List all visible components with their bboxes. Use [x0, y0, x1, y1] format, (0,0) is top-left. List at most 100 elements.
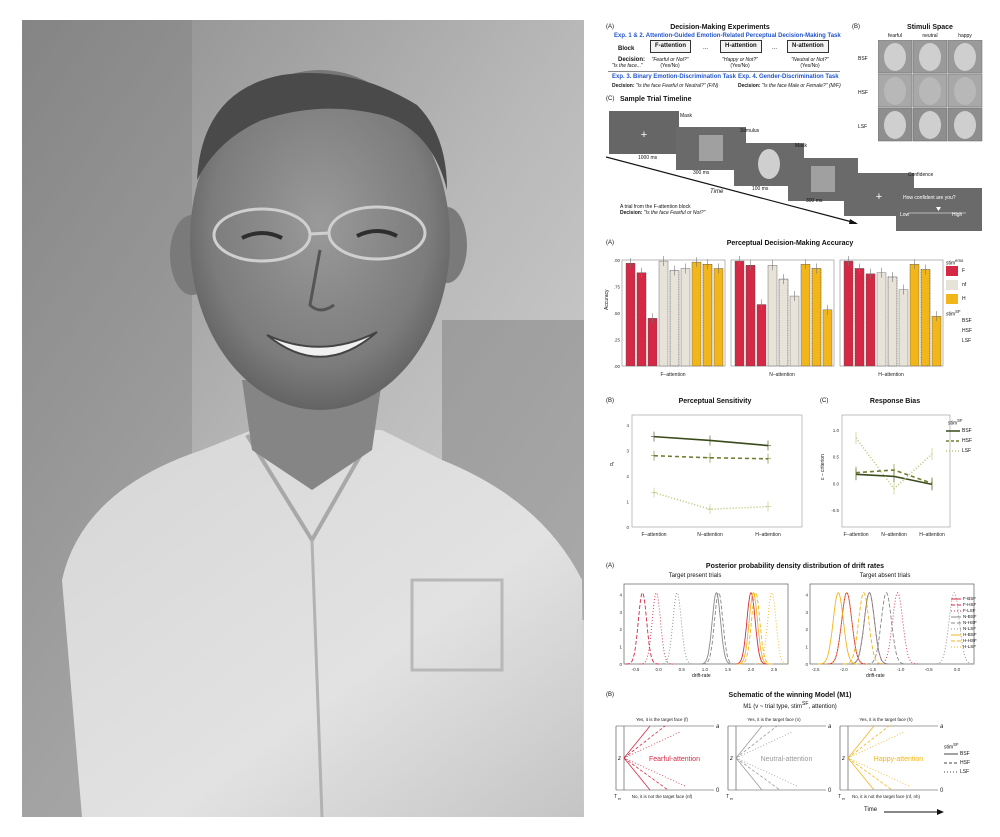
acc-bar	[811, 268, 822, 367]
post-left-ytick: 0	[619, 662, 622, 667]
posterior-legend-swatch	[951, 610, 961, 612]
posterior-legend-swatch	[951, 616, 961, 618]
time-axis-label: Time	[710, 189, 724, 195]
bias-legend-title: stim	[948, 420, 958, 427]
model-panel-top: Yes, it is the target face (h)	[859, 717, 913, 722]
time-100ms: 100 ms	[752, 186, 769, 192]
model-a-label: a	[716, 724, 720, 730]
posterior-legend-item: F-BSF	[951, 596, 977, 602]
model-drift-line	[623, 757, 669, 791]
bias-xtick: H–attention	[919, 532, 945, 538]
bias-legend-sup: SF	[957, 418, 963, 423]
time-300ms-b: 300 ms	[806, 198, 823, 204]
decision-text: "Is the face..."	[612, 63, 643, 69]
model-a-label: a	[828, 724, 832, 730]
post-left-curve-h-bsf	[736, 592, 770, 665]
model-drift-line	[847, 757, 875, 791]
sens-ytick: 2	[626, 474, 629, 479]
post-right-ytick: 0	[805, 662, 808, 667]
model-zero-label: 0	[940, 788, 944, 794]
post-left-frame	[623, 583, 789, 665]
model-legend-lines	[944, 753, 958, 773]
confidence-label: Confidence	[908, 172, 934, 178]
post-right-xtick: -0.5	[925, 667, 933, 672]
post-right-ytick: 3	[805, 610, 808, 615]
accuracy-ylabel: Accuracy	[604, 289, 610, 310]
col-fearful: fearful	[888, 33, 902, 39]
model-time-label: Time	[864, 807, 878, 813]
post-right-curve-h-bsf	[817, 592, 859, 665]
model-ter-sub: er	[730, 797, 734, 801]
sens-ytick: 1	[626, 500, 629, 505]
posterior-legend-item: H-HSF	[951, 638, 977, 644]
model-zero-label: 0	[828, 788, 832, 794]
acc-bar-hatch	[920, 269, 931, 367]
model-panel-label: Neutral-attention	[761, 756, 813, 763]
acc-ytick: 0.25	[614, 338, 620, 343]
acc-bar	[778, 278, 789, 367]
accuracy-panel-label: (A)	[606, 240, 614, 246]
acc-bar	[702, 264, 713, 367]
bias-ytick: -0.5	[831, 508, 839, 513]
acc-legend-sup2: SF	[955, 309, 961, 314]
acc-bar	[734, 260, 745, 367]
trial-note: A trial from the F-attention block	[620, 204, 691, 210]
posterior-left-xlabel: drift-rate	[692, 673, 711, 679]
model-ter-label: T	[614, 794, 617, 800]
stimulus-label: Stimulus	[740, 128, 760, 134]
posterior-legend-swatch	[951, 598, 961, 600]
col-neutral: neutral	[922, 33, 938, 39]
acc-bar-hatch	[887, 276, 898, 367]
acc-bar	[745, 265, 756, 367]
posterior-legend-label: F-BSF	[963, 596, 976, 601]
exp3-decision-label: Decision:	[612, 83, 635, 89]
confidence-question: How confident are you?	[903, 195, 956, 201]
acc-legend-sup1: emo	[955, 258, 964, 263]
sens-ytick: 3	[626, 449, 629, 454]
sensitivity-chart: 0 1 2 3 4 F–attention N–attention H–attention	[626, 414, 803, 538]
post-right-xtick: -2.5	[812, 667, 820, 672]
row-lsf: LSF	[858, 124, 868, 130]
acc-bar	[887, 276, 898, 367]
exp4-decision-label: Decision:	[738, 83, 761, 89]
post-right-xtick: -2.0	[840, 667, 848, 672]
stimuli-grid	[878, 40, 983, 142]
post-left-xtick: 2.5	[771, 667, 778, 672]
posterior-legend-item: F-HSF	[951, 602, 977, 608]
acc-bar	[909, 264, 920, 367]
block-n-question: "Neutral or Not?"	[791, 57, 829, 63]
block-h-question: "Happy or Not?"	[722, 57, 758, 63]
time-1000ms: 1000 ms	[638, 155, 658, 161]
acc-bar	[865, 273, 876, 367]
acc-bar	[669, 270, 680, 367]
model-panel-bottom: No, it is not the target face (nf)	[632, 794, 693, 799]
model-drift-line	[623, 725, 651, 759]
model-a-label: a	[940, 724, 944, 730]
post-left-xtick: 0.0	[656, 667, 663, 672]
posterior-legend-item: H-LSF	[951, 644, 977, 650]
posterior-legend-swatch	[951, 622, 961, 624]
post-left-ytick: 1	[619, 645, 622, 650]
model-drift-line	[847, 731, 905, 759]
mask1-label: Mask	[680, 113, 692, 119]
bias-legend-hsf: HSF	[962, 438, 972, 444]
acc-bar-hatch	[702, 264, 713, 367]
acc-ytick: 1.00	[614, 258, 620, 263]
model-legend-bsf: BSF	[960, 751, 970, 757]
model-drift-line	[623, 757, 686, 787]
block-f-attention: F-attention	[650, 40, 691, 53]
posterior-legend-label: H-HSF	[963, 638, 977, 643]
acc-legend-nf: nf	[962, 282, 967, 288]
accuracy-chart: 0.00 0.25 0.50 0.75 1.00 F–attention N–attenti…	[614, 256, 944, 378]
posterior-right-xlabel: drift-rate	[866, 673, 885, 679]
post-left-xtick: 1.0	[702, 667, 709, 672]
accuracy-title: Perceptual Decision-Making Accuracy	[726, 240, 854, 247]
acc-bar	[658, 260, 669, 367]
sens-xtick: F–attention	[641, 532, 666, 538]
posterior-panel-label: (A)	[606, 563, 614, 569]
model-panel-top: Yes, it is the target face (n)	[747, 717, 801, 722]
bias-frame	[841, 414, 951, 528]
post-left-curve-f-hsf	[625, 592, 660, 665]
acc-bar	[713, 268, 724, 367]
sens-ytick: 4	[626, 423, 629, 428]
